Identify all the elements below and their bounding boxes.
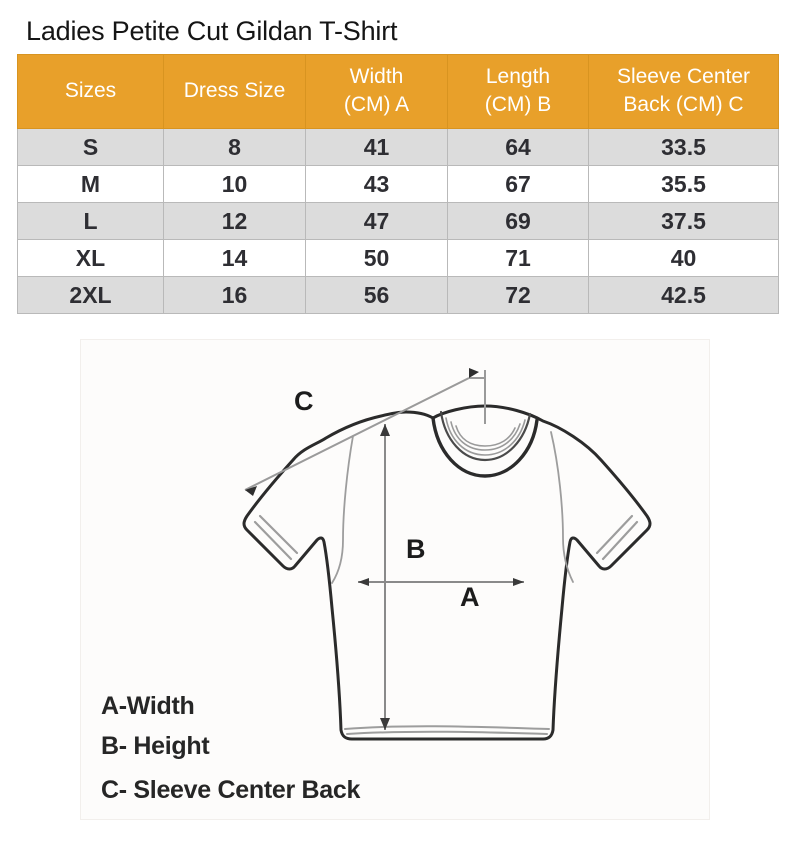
armhole-seam-group xyxy=(331,431,574,584)
cell-size: L xyxy=(17,202,164,241)
column-header-sleeve-line1: Sleeve Center xyxy=(616,65,751,88)
column-header-dress-size-label: Dress Size xyxy=(183,78,286,102)
column-header-sleeve-line2: Back (CM) C xyxy=(623,92,744,116)
bottom-hem-group xyxy=(344,725,550,735)
legend-item-c: C- Sleeve Center Back xyxy=(101,776,361,804)
column-header-sizes-label: Sizes xyxy=(64,78,117,102)
measure-c-arrowhead-top xyxy=(469,368,479,378)
cell-dress: 16 xyxy=(163,276,306,315)
collar-rib-stripes xyxy=(445,417,526,456)
cell-width: 56 xyxy=(305,276,448,315)
sleeve-hem-right xyxy=(601,520,639,561)
measure-c-arrowhead-bottom xyxy=(245,486,257,496)
measure-b-group xyxy=(380,424,390,730)
sleeve-hem-band-group xyxy=(253,514,639,561)
measure-b-arrowhead-bottom xyxy=(380,718,390,730)
cell-dress: 8 xyxy=(163,128,306,167)
cell-dress: 14 xyxy=(163,239,306,278)
column-header-width: Width (CM) A xyxy=(305,53,448,130)
legend-item-b: B- Height xyxy=(101,732,210,760)
measurement-diagram-panel: C B A A-Width B- Height C- Sleeve Center… xyxy=(80,339,710,820)
bottom-hem-line xyxy=(344,725,550,730)
cell-length: 72 xyxy=(447,276,589,315)
table-row: L 12 47 69 37.5 xyxy=(17,202,779,241)
tshirt-body-path xyxy=(242,404,652,741)
size-chart-table-container: Sizes Dress Size Width (CM) A Length (CM… xyxy=(17,53,779,315)
measure-b-arrowhead-top xyxy=(380,424,390,436)
legend-item-a: A-Width xyxy=(101,692,195,720)
cell-length: 71 xyxy=(447,239,589,278)
tshirt-outline-group xyxy=(242,404,652,741)
bottom-hem-line-2 xyxy=(346,730,548,735)
column-header-width-line1: Width xyxy=(349,65,404,88)
column-header-sizes: Sizes xyxy=(17,53,164,130)
table-header: Sizes Dress Size Width (CM) A Length (CM… xyxy=(17,53,779,130)
collar-stripe-3 xyxy=(455,425,516,447)
neckline-inner-path xyxy=(439,410,532,462)
measure-a-group xyxy=(358,578,524,586)
column-header-length-line2: (CM) B xyxy=(484,92,552,116)
marker-label-a: A xyxy=(460,582,480,612)
table-header-row: Sizes Dress Size Width (CM) A Length (CM… xyxy=(17,53,779,130)
cell-sleeve: 37.5 xyxy=(588,202,779,241)
column-header-length: Length (CM) B xyxy=(447,53,589,130)
cell-width: 50 xyxy=(305,239,448,278)
cell-width: 43 xyxy=(305,165,448,204)
column-header-width-line2: (CM) A xyxy=(343,92,410,116)
cell-size: M xyxy=(17,165,164,204)
size-chart-table: Sizes Dress Size Width (CM) A Length (CM… xyxy=(17,53,779,315)
column-header-sleeve-center-back: Sleeve Center Back (CM) C xyxy=(588,53,779,130)
page-title: Ladies Petite Cut Gildan T-Shirt xyxy=(26,16,398,46)
measure-c-line xyxy=(244,377,470,491)
sleeve-hem-left-2 xyxy=(258,514,299,555)
cell-length: 64 xyxy=(447,128,589,167)
measure-c-group xyxy=(244,368,486,496)
tshirt-diagram-svg: C B A xyxy=(242,368,652,741)
cell-length: 67 xyxy=(447,165,589,204)
marker-label-c: C xyxy=(294,386,314,416)
sleeve-hem-left xyxy=(253,520,293,561)
table-row: M 10 43 67 35.5 xyxy=(17,165,779,204)
armhole-seam-right xyxy=(550,431,574,583)
measure-a-arrowhead-left xyxy=(358,578,369,586)
cell-sleeve: 35.5 xyxy=(588,165,779,204)
marker-label-b: B xyxy=(406,534,426,564)
cell-size: XL xyxy=(17,239,164,278)
neckline-outer-path xyxy=(431,416,539,478)
measure-a-arrowhead-right xyxy=(513,578,524,586)
cell-size: S xyxy=(17,128,164,167)
cell-dress: 10 xyxy=(163,165,306,204)
cell-width: 47 xyxy=(305,202,448,241)
cell-sleeve: 33.5 xyxy=(588,128,779,167)
cell-sleeve: 40 xyxy=(588,239,779,278)
sleeve-hem-right-2 xyxy=(595,514,634,555)
collar-stripe-1 xyxy=(445,417,526,456)
cell-width: 41 xyxy=(305,128,448,167)
table-row: 2XL 16 56 72 42.5 xyxy=(17,276,779,315)
collar-stripe-2 xyxy=(450,421,521,451)
column-header-dress-size: Dress Size xyxy=(163,53,306,130)
cell-length: 69 xyxy=(447,202,589,241)
armhole-seam-left xyxy=(331,435,354,584)
cell-size: 2XL xyxy=(17,276,164,315)
table-body: S 8 41 64 33.5 M 10 43 67 35.5 L 12 47 6… xyxy=(17,128,779,315)
cell-sleeve: 42.5 xyxy=(588,276,779,315)
table-row: XL 14 50 71 40 xyxy=(17,239,779,278)
cell-dress: 12 xyxy=(163,202,306,241)
column-header-length-line1: Length xyxy=(485,65,551,88)
table-row: S 8 41 64 33.5 xyxy=(17,128,779,167)
